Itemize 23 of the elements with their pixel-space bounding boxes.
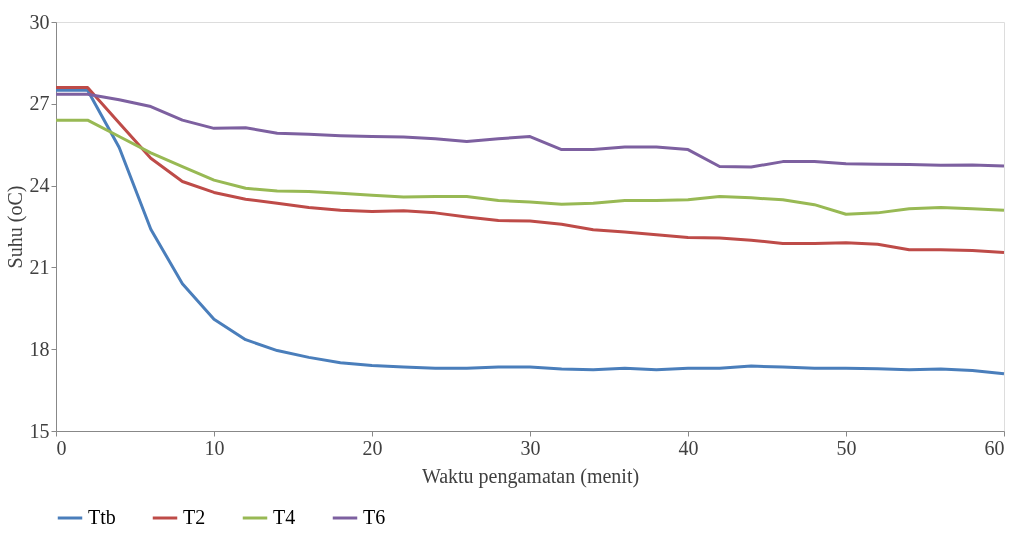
legend-label: Ttb — [88, 506, 116, 528]
line-series — [54, 92, 1006, 169]
x-tick-label: 40 — [678, 436, 699, 459]
legend-label: T6 — [363, 506, 386, 528]
line-series — [54, 85, 1006, 254]
x-tick-label: 50 — [836, 436, 857, 459]
y-tick-label: 24 — [29, 174, 50, 197]
y-tick-label: 21 — [29, 255, 50, 278]
y-axis-title: Suhu (oC) — [3, 185, 27, 269]
y-tick-label: 18 — [29, 337, 50, 360]
x-tick-label: 10 — [204, 436, 225, 459]
line-series — [54, 88, 1006, 376]
line-series — [54, 118, 1006, 216]
x-axis-title: Waktu pengamatan (menit) — [421, 464, 640, 488]
legend-label: T4 — [273, 506, 296, 528]
x-tick-label: 20 — [362, 436, 383, 459]
y-tick-label: 15 — [29, 419, 50, 442]
x-tick-label: 60 — [984, 436, 1005, 459]
x-tick-label: 0 — [56, 436, 67, 459]
x-tick-label: 30 — [520, 436, 541, 459]
legend-label: T2 — [183, 506, 206, 528]
y-tick-label: 30 — [29, 10, 50, 33]
y-tick-label: 27 — [29, 92, 50, 115]
